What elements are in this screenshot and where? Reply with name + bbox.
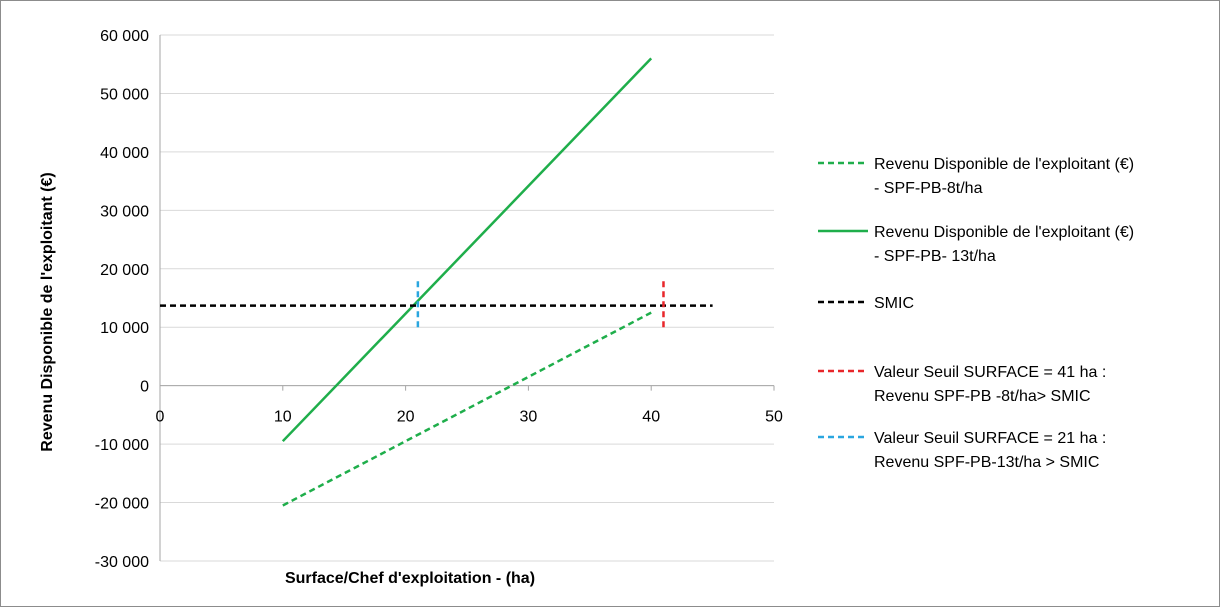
x-tick-label: 40 <box>642 409 660 426</box>
legend-label-4: Revenu SPF-PB -8t/ha> SMIC <box>874 388 1091 405</box>
gridlines <box>160 34 774 562</box>
y-tick-label: -30 000 <box>95 554 149 571</box>
y-tick-label: 20 000 <box>100 262 149 279</box>
x-tick-label: 30 <box>520 409 538 426</box>
x-axis-title: Surface/Chef d'exploitation - (ha) <box>285 570 535 587</box>
series-line-2 <box>281 57 653 443</box>
legend-label-2: - SPF-PB- 13t/ha <box>874 248 996 265</box>
x-tick-label: 50 <box>765 409 783 426</box>
x-tick-label: 0 <box>156 409 165 426</box>
series-line-1 <box>282 311 652 507</box>
legend-label-5: Revenu SPF-PB-13t/ha > SMIC <box>874 454 1099 471</box>
legend: Revenu Disponible de l'exploitant (€) - S… <box>818 156 1134 471</box>
x-tick-labels: 0 10 20 30 40 50 <box>156 409 783 426</box>
y-tick-label: 60 000 <box>100 28 149 45</box>
y-tick-label: -20 000 <box>95 496 149 513</box>
y-tick-labels: -30 000 -20 000 -10 000 0 10 000 20 000 30 000… <box>95 28 149 571</box>
legend-label-4: Valeur Seuil SURFACE = 41 ha : <box>874 364 1106 381</box>
axes <box>159 35 775 561</box>
x-tick-label: 10 <box>274 409 292 426</box>
x-tick-label: 20 <box>397 409 415 426</box>
y-tick-label: 40 000 <box>100 145 149 162</box>
legend-label-1: Revenu Disponible de l'exploitant (€) <box>874 156 1134 173</box>
series-lines <box>160 57 713 507</box>
legend-label-3: SMIC <box>874 295 914 312</box>
y-tick-label: -10 000 <box>95 437 149 454</box>
y-tick-label: 30 000 <box>100 203 149 220</box>
legend-label-5: Valeur Seuil SURFACE = 21 ha : <box>874 430 1106 447</box>
legend-label-1: - SPF-PB-8t/ha <box>874 180 983 197</box>
y-axis-title: Revenu Disponible de l'exploitant (€) <box>39 172 56 451</box>
y-tick-label: 10 000 <box>100 320 149 337</box>
y-tick-label: 50 000 <box>100 86 149 103</box>
legend-label-2: Revenu Disponible de l'exploitant (€) <box>874 224 1134 241</box>
y-tick-label: 0 <box>140 379 149 396</box>
